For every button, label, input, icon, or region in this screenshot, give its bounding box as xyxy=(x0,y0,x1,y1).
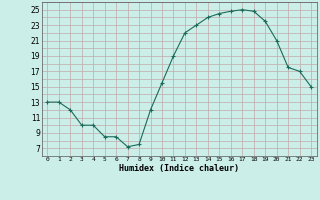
X-axis label: Humidex (Indice chaleur): Humidex (Indice chaleur) xyxy=(119,164,239,173)
